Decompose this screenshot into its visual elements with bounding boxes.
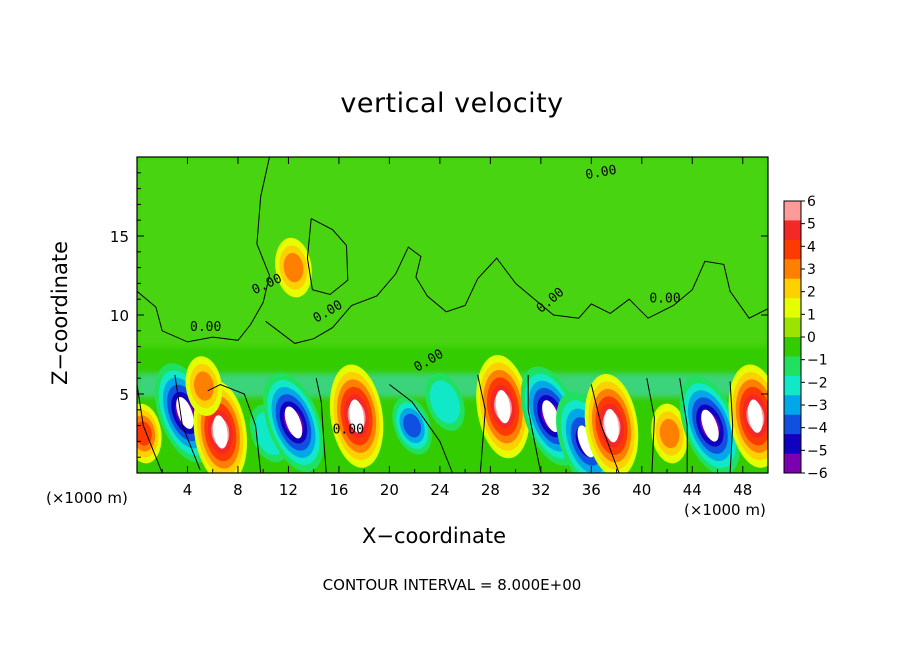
colorbar-swatch	[784, 434, 801, 455]
x-tick-label: 8	[233, 481, 243, 499]
colorbar-swatch	[784, 375, 801, 396]
colorbar-swatch	[784, 298, 801, 319]
colorbar-swatch	[784, 317, 801, 338]
colorbar-tick-label: 2	[807, 285, 816, 301]
contour-interval-note: CONTOUR INTERVAL = 8.000E+00	[322, 576, 582, 594]
zero-contour	[174, 374, 201, 470]
colorbar-tick-label: 6	[807, 194, 816, 210]
colorbar-tick-label: −1	[807, 353, 828, 369]
colorbar-tick-label: 4	[807, 239, 816, 255]
colorbar-tick-label: 0	[807, 330, 816, 346]
y-tick-label: 10	[110, 307, 129, 325]
zero-contour	[646, 378, 655, 473]
colorbar-tick-label: −6	[807, 466, 828, 482]
x-tick-label: 12	[279, 481, 298, 499]
colorbar-swatch	[784, 259, 801, 280]
colorbar-swatch	[784, 453, 801, 474]
colorbar-tick-label: 1	[807, 307, 816, 323]
colorbar-tick-label: −2	[807, 375, 828, 391]
velocity-cell	[329, 364, 384, 468]
velocity-cell	[275, 237, 312, 298]
x-tick-label: 16	[329, 481, 348, 499]
x-tick-label: 24	[430, 481, 449, 499]
contour-label: 0.00	[190, 320, 221, 335]
colorbar-tick-label: 3	[807, 262, 816, 278]
x-tick-label: 28	[481, 481, 500, 499]
chart-title: vertical velocity	[340, 88, 564, 119]
zero-contour	[590, 384, 620, 473]
velocity-cell	[476, 355, 530, 459]
colorbar-swatch	[784, 356, 801, 377]
colorbar-swatch	[784, 278, 801, 299]
upper-field-band	[137, 157, 768, 347]
zero-contour	[137, 384, 163, 473]
colorbar-swatch	[784, 239, 801, 260]
zero-contour	[477, 374, 486, 473]
y-tick-label: 5	[119, 386, 129, 404]
x-tick-label: 20	[380, 481, 399, 499]
velocity-cell	[425, 373, 465, 431]
zero-contour	[265, 246, 768, 344]
colorbar-swatch	[784, 337, 801, 357]
x-axis-label: X−coordinate	[362, 524, 506, 548]
velocity-cell	[728, 364, 768, 468]
x-tick-label: 44	[683, 481, 702, 499]
zero-contour	[679, 378, 688, 473]
velocity-cell	[651, 403, 688, 464]
velocity-cell	[584, 373, 639, 473]
colorbar-tick-label: −4	[807, 421, 828, 437]
contour-label: 0.00	[333, 423, 364, 438]
zero-contour	[315, 378, 327, 473]
y-tick-label: 15	[110, 228, 129, 246]
x-tick-label: 4	[183, 481, 193, 499]
contour-label: 0.00	[649, 291, 680, 306]
zero-contour	[207, 383, 262, 473]
zero-contour	[527, 375, 542, 473]
zero-contour	[306, 218, 349, 296]
zero-contour	[137, 157, 271, 343]
x-unit-label-left: (×1000 m)	[46, 489, 128, 507]
colorbar-tick-label: 5	[807, 217, 816, 233]
x-tick-label: 36	[582, 481, 601, 499]
colorbar-tick-label: −3	[807, 398, 828, 414]
x-unit-label-right: (×1000 m)	[684, 501, 766, 519]
colorbar-swatch	[784, 414, 801, 435]
contour-label: 0.00	[584, 163, 617, 183]
colorbar-swatch	[784, 220, 801, 241]
velocity-cell	[263, 372, 324, 473]
colorbar-swatch	[784, 201, 801, 221]
colorbar-swatch	[784, 395, 801, 416]
x-tick-label: 32	[531, 481, 550, 499]
x-tick-label: 48	[733, 481, 752, 499]
zero-contour	[729, 381, 734, 473]
colorbar-tick-label: −5	[807, 443, 828, 459]
velocity-cell	[185, 356, 223, 416]
zero-contour	[389, 384, 453, 473]
x-tick-label: 40	[632, 481, 651, 499]
velocity-cell	[679, 375, 741, 473]
